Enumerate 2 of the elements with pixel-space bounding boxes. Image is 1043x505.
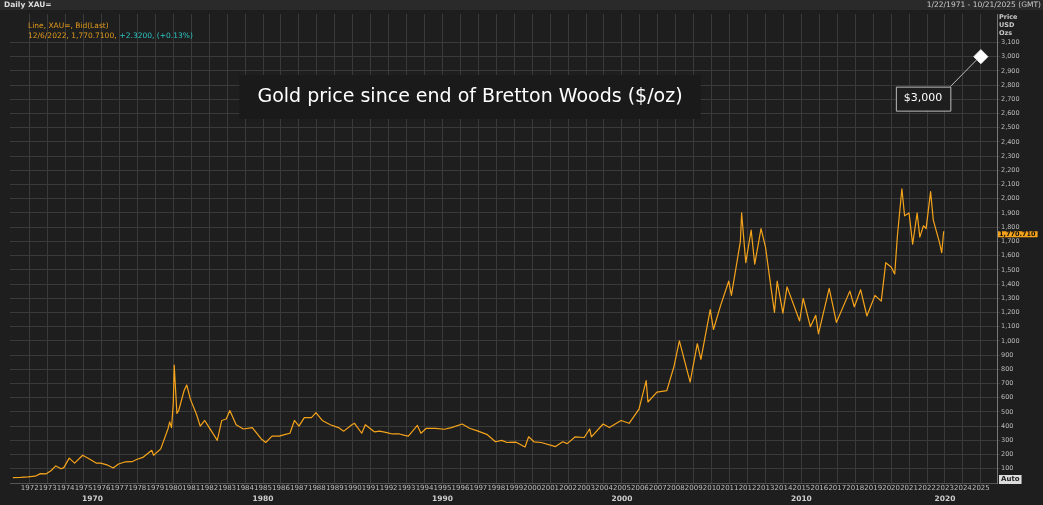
annotation: $3,000 (903, 91, 943, 105)
text: Gold price since end of Bretton Woods ($/oz) (257, 83, 683, 106)
